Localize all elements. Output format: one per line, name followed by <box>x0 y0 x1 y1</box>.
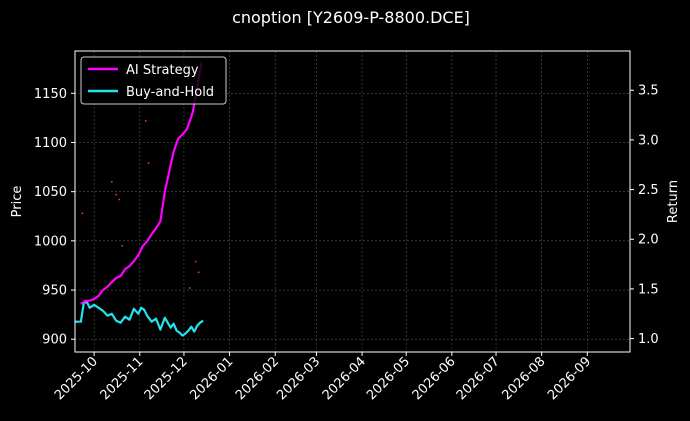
price-point <box>188 287 191 289</box>
price-point <box>197 271 200 274</box>
series-line-buy-and-hold <box>75 300 204 337</box>
legend: AI Strategy Buy-and-Hold <box>80 56 227 105</box>
series-line-ai-strategy <box>80 62 203 305</box>
price-point <box>118 198 121 201</box>
y-axis-label-right: Return <box>666 180 681 223</box>
price-point <box>194 260 197 263</box>
y-tick-label-left: 900 <box>42 333 67 348</box>
y-tick-label-left: 1000 <box>34 234 67 249</box>
y-tick-label-left: 1050 <box>34 185 67 200</box>
right-axis: 1.0 1.5 2.0 2.5 3.0 3.5 <box>630 84 659 347</box>
y-tick-label-right: 1.5 <box>638 282 659 297</box>
plot-frame <box>74 50 631 353</box>
price-point <box>115 193 118 196</box>
y-tick-label-right: 3.5 <box>638 84 659 99</box>
legend-label-ai-strategy: AI Strategy <box>126 63 199 78</box>
series-lines <box>75 62 204 337</box>
y-tick-label-right: 2.5 <box>638 183 659 198</box>
y-axis-label-left: Price <box>10 186 25 218</box>
y-tick-label-left: 950 <box>42 284 67 299</box>
price-points <box>81 119 200 289</box>
y-tick-label-left: 1150 <box>34 87 67 102</box>
price-point <box>147 162 150 165</box>
price-point <box>81 212 84 215</box>
price-point <box>110 180 113 183</box>
legend-label-buy-and-hold: Buy-and-Hold <box>126 85 214 100</box>
y-tick-label-left: 1100 <box>34 136 67 151</box>
price-point <box>121 244 124 247</box>
y-tick-label-right: 3.0 <box>638 133 659 148</box>
y-tick-label-right: 2.0 <box>638 233 659 248</box>
price-point <box>144 119 147 122</box>
chart-title: cnoption [Y2609-P-8800.DCE] <box>232 8 470 27</box>
y-tick-label-right: 1.0 <box>638 332 659 347</box>
left-axis: 900 950 1000 1050 1100 1150 <box>34 87 75 348</box>
